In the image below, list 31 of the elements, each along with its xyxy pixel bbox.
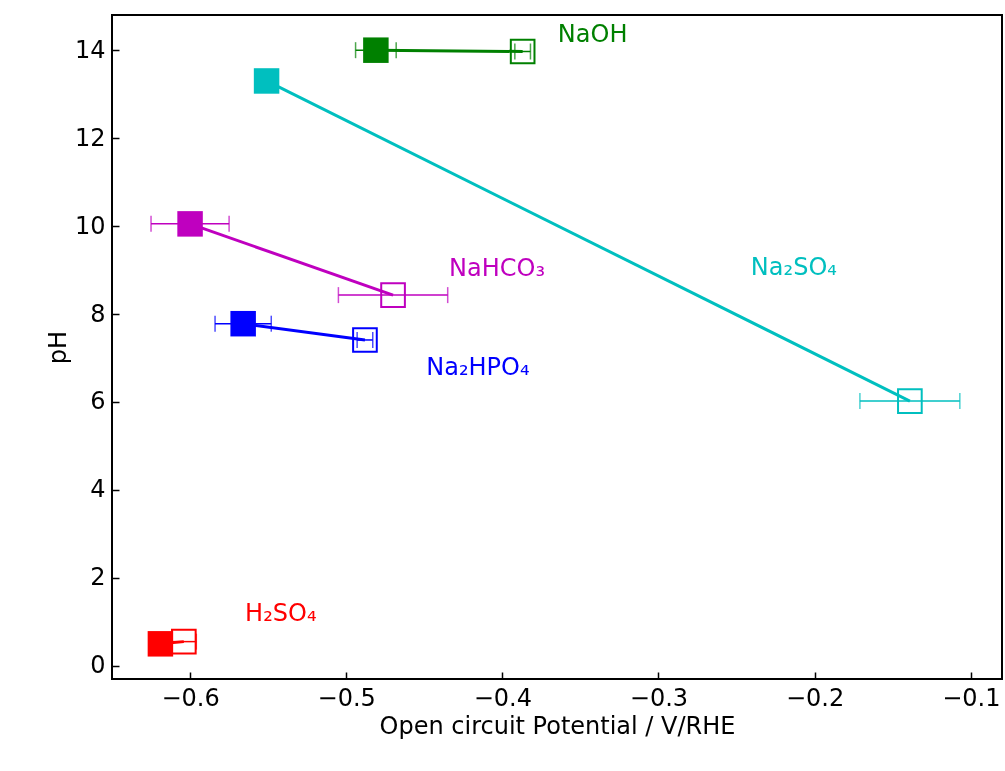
x-tick-label: −0.6 — [161, 683, 220, 712]
point — [170, 628, 197, 655]
y-tick-label: 14 — [74, 35, 106, 64]
y-tick-label: 12 — [74, 123, 106, 152]
series-label: Na₂SO₄ — [750, 253, 837, 282]
y-tick-label: 2 — [90, 563, 106, 592]
point — [897, 388, 923, 414]
x-tick-label: −0.2 — [785, 683, 845, 712]
y-tick-label: 4 — [90, 475, 106, 504]
y-tick-label: 6 — [90, 387, 106, 416]
y-tick-label: 10 — [74, 211, 106, 240]
x-axis-title: Open circuit Potential / V/RHE — [379, 711, 736, 740]
y-tick-label: 8 — [90, 299, 106, 328]
text: H₂SO₄ — [245, 598, 317, 627]
point — [509, 38, 536, 65]
series-label: NaOH — [557, 20, 628, 49]
x-tick-label: −0.1 — [942, 683, 1001, 712]
point — [253, 68, 280, 94]
point — [230, 310, 256, 337]
point — [147, 631, 174, 657]
point — [352, 327, 378, 353]
x-tick-label: −0.3 — [629, 683, 689, 712]
point — [177, 211, 203, 237]
series-label: NaHCO₃ — [449, 254, 546, 283]
point — [380, 282, 406, 308]
text: Na₂HPO₄ — [426, 352, 530, 381]
point — [363, 37, 389, 63]
y-axis-title: pH — [43, 330, 72, 365]
x-tick-label: −0.4 — [473, 683, 532, 712]
y-tick-label: 0 — [90, 651, 106, 680]
x-tick-label: −0.5 — [317, 683, 376, 712]
